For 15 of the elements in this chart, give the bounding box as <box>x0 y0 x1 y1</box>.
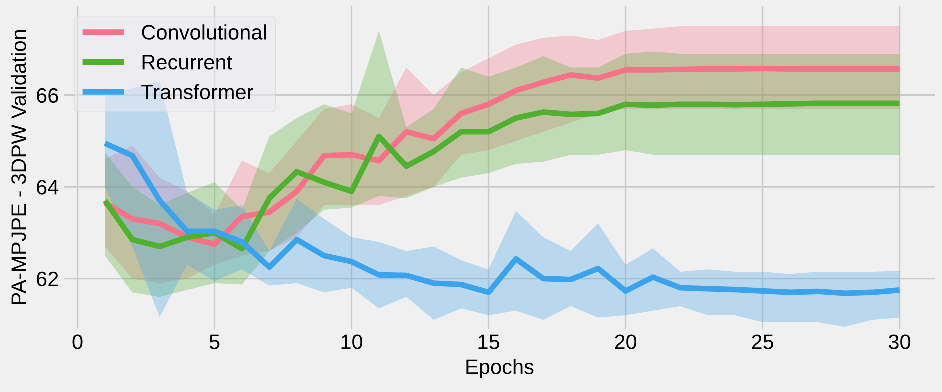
y-tick-label: 62 <box>37 272 58 287</box>
x-tick-label: 25 <box>752 334 774 350</box>
x-axis-title: Epochs <box>466 359 534 379</box>
x-tick-label: 20 <box>615 334 637 350</box>
x-tick-label: 15 <box>478 334 500 350</box>
legend-label: Transformer <box>142 84 254 100</box>
y-axis-title: PA-MPJPE - 3DPW Validation <box>11 30 26 304</box>
legend-label: Recurrent <box>142 55 232 70</box>
y-tick-label: 66 <box>37 88 58 104</box>
x-tick-label: 10 <box>342 334 363 350</box>
legend-label: Convolutional <box>142 24 266 40</box>
x-tick-label: 5 <box>210 334 220 350</box>
x-tick-label: 0 <box>72 334 83 350</box>
x-tick-label: 30 <box>888 334 911 350</box>
y-tick-label: 64 <box>37 180 59 195</box>
